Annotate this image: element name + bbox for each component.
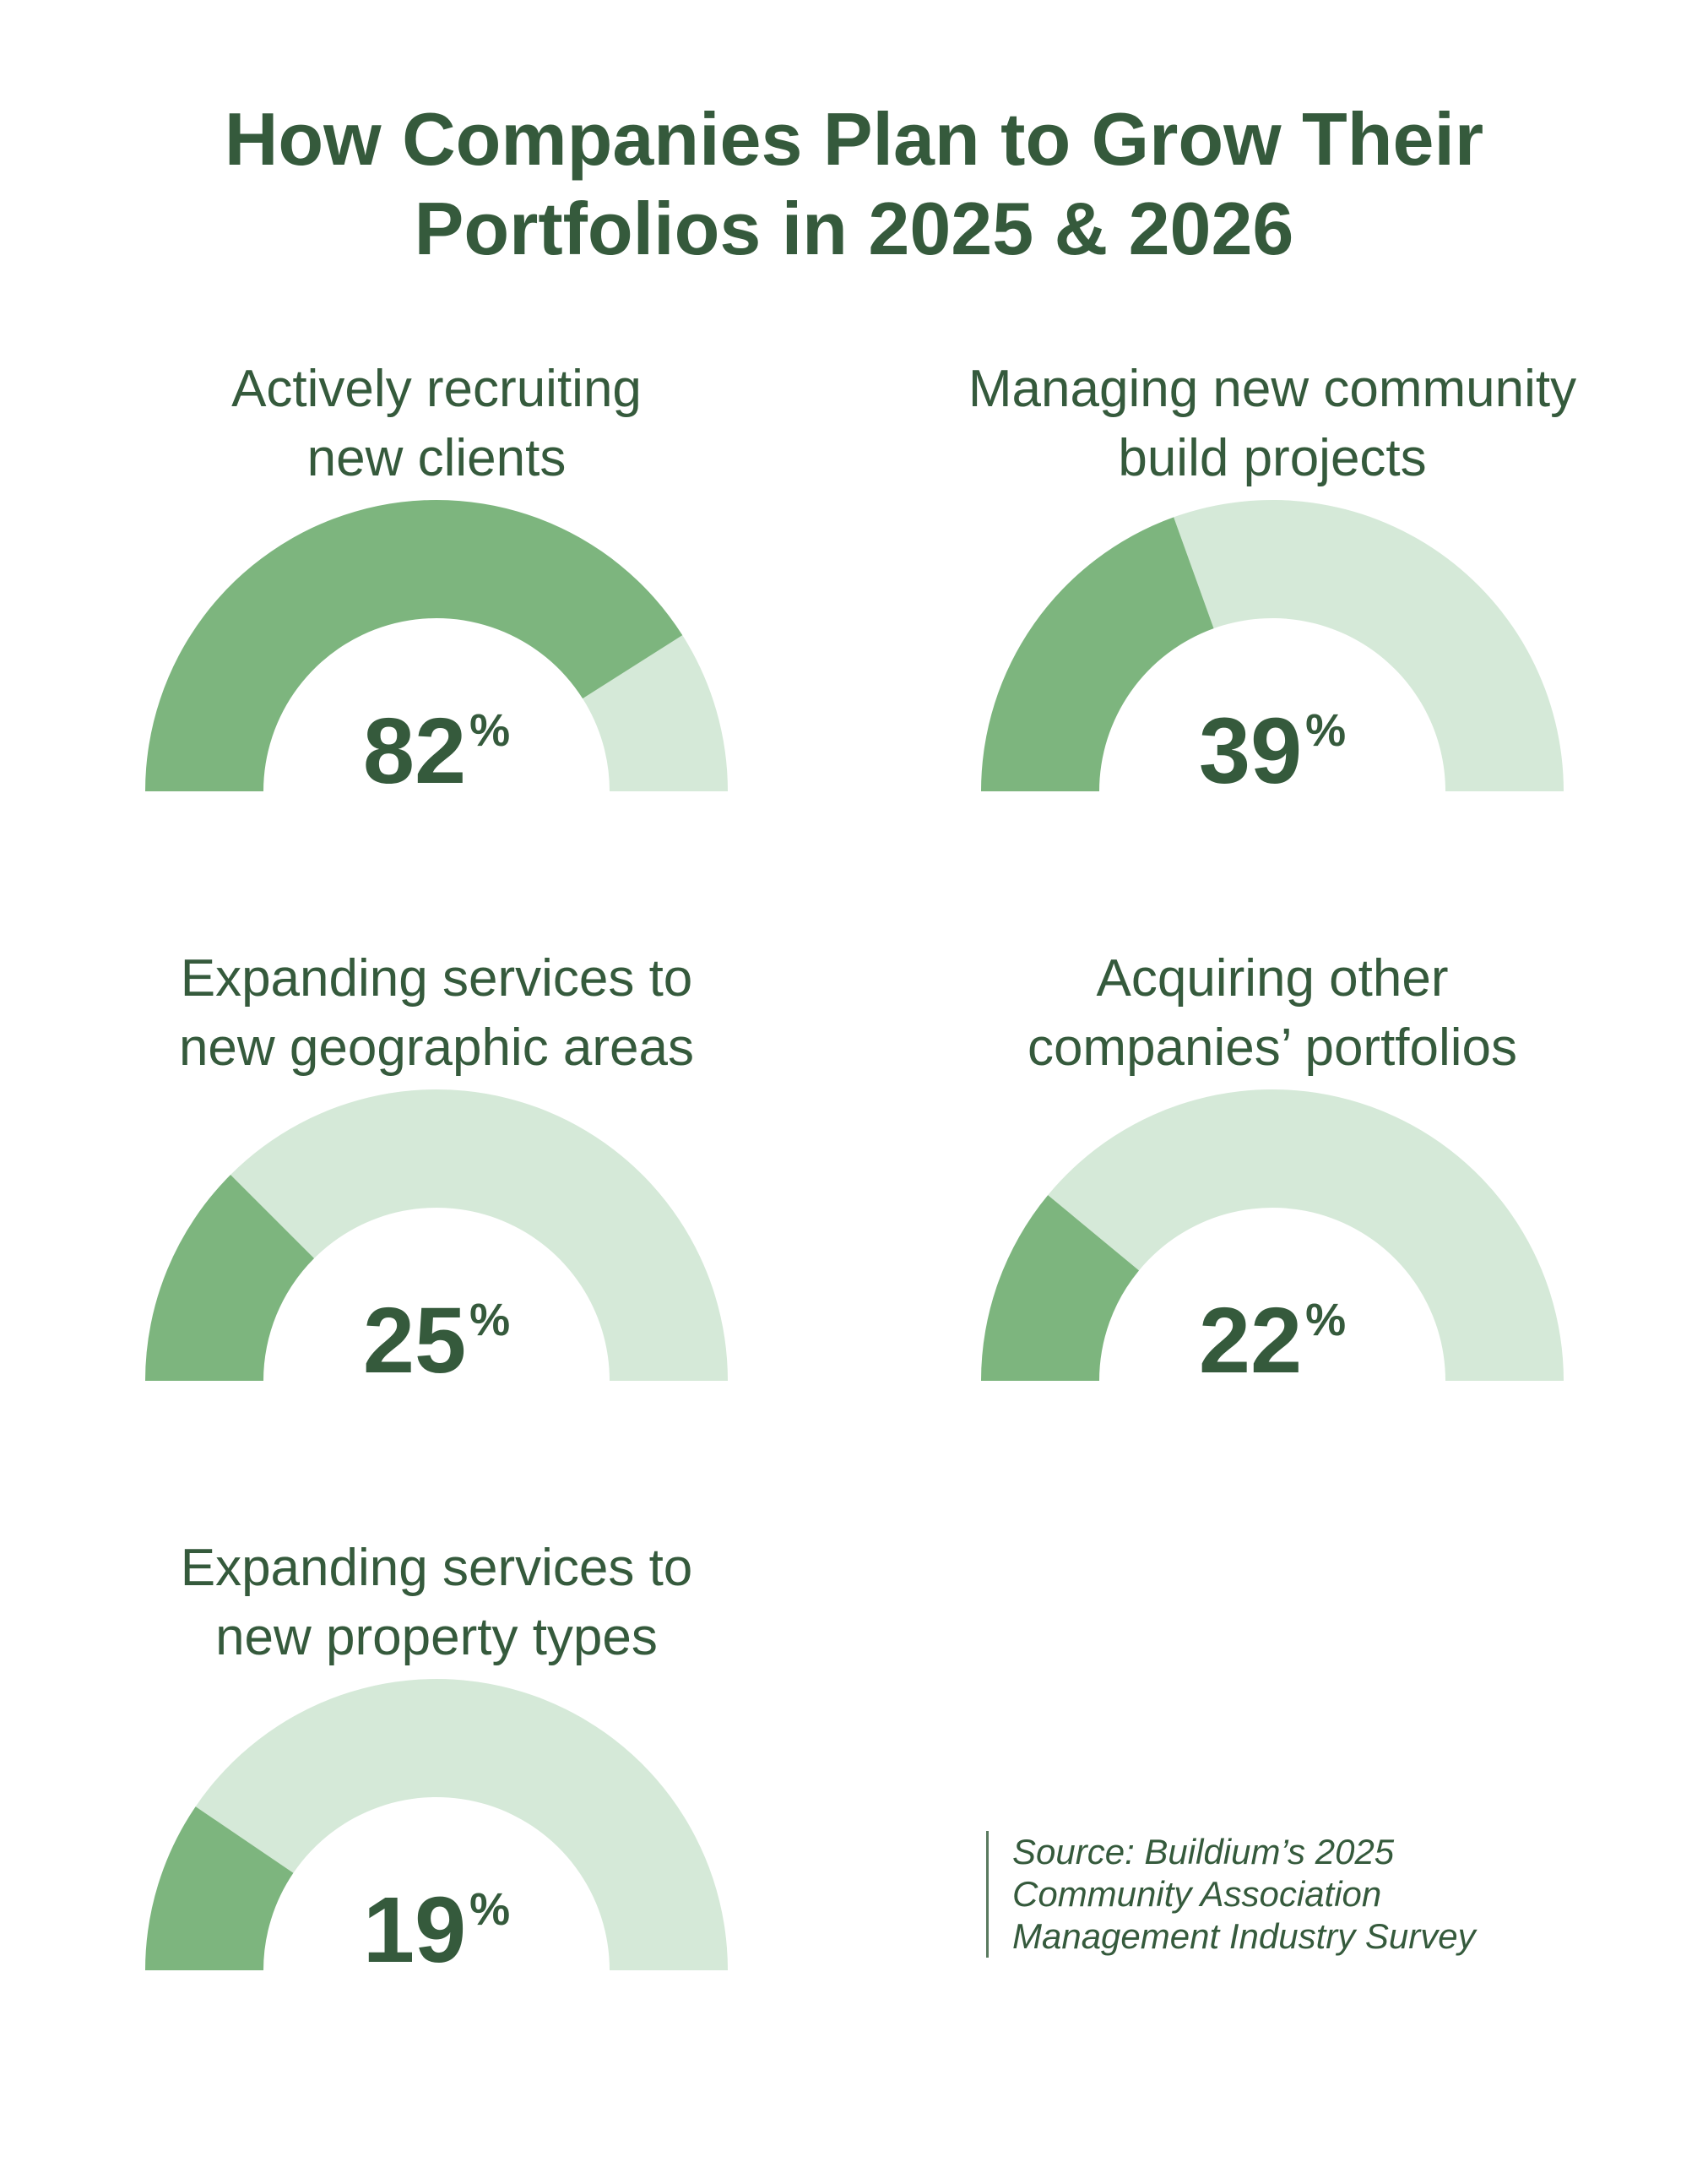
gauge-arc-chart — [981, 500, 1564, 791]
gauge-label-line1: Managing new community — [968, 360, 1577, 418]
gauge-value: 22% — [909, 1290, 1635, 1392]
gauge-label-line2: new clients — [306, 429, 567, 487]
gauge-label-line1: Actively recruiting — [231, 360, 642, 418]
gauge-value: 82% — [73, 701, 800, 802]
gauge-label-line2: new geographic areas — [178, 1019, 695, 1077]
gauge-expanding-property-types: Expanding services to new property types… — [73, 1534, 800, 2057]
gauge-value-percent-sign: % — [469, 1295, 511, 1345]
gauge-value-number: 22 — [1198, 1289, 1303, 1393]
gauge-label-line2: build projects — [1118, 429, 1427, 487]
gauge-filled-arc — [981, 1195, 1140, 1381]
gauge-arc-chart — [145, 500, 728, 791]
gauge-label: Acquiring other companies’ portfolios — [909, 944, 1635, 1083]
gauge-acquiring-portfolios: Acquiring other companies’ portfolios 22… — [909, 944, 1635, 1468]
gauge-expanding-geographic: Expanding services to new geographic are… — [73, 944, 800, 1468]
gauge-remaining-arc — [583, 635, 728, 791]
gauge-value: 19% — [73, 1880, 800, 1981]
gauge-filled-arc — [145, 1806, 294, 1970]
source-line2: Community Association — [1012, 1874, 1382, 1914]
gauge-remaining-arc — [230, 1089, 728, 1381]
gauge-value-percent-sign: % — [1305, 705, 1347, 756]
gauge-remaining-arc — [1174, 500, 1564, 791]
gauge-remaining-arc — [1048, 1089, 1564, 1381]
gauge-label: Managing new community build projects — [909, 355, 1635, 493]
source-line3: Management Industry Survey — [1012, 1916, 1476, 1956]
gauge-value-number: 19 — [362, 1878, 467, 1982]
gauge-value-percent-sign: % — [469, 1884, 511, 1935]
gauge-label: Expanding services to new property types — [73, 1534, 800, 1672]
gauge-label-line1: Expanding services to — [180, 949, 693, 1008]
gauge-value-number: 25 — [362, 1289, 467, 1393]
gauge-filled-arc — [981, 517, 1214, 791]
gauge-label: Actively recruiting new clients — [73, 355, 800, 493]
gauge-label-line2: companies’ portfolios — [1027, 1019, 1518, 1077]
source-note: Source: Buildium’s 2025 Community Associ… — [986, 1831, 1603, 1958]
gauge-label-line2: new property types — [215, 1608, 658, 1666]
gauge-arc-chart — [145, 1679, 728, 1970]
gauge-filled-arc — [145, 1175, 315, 1381]
source-line1: Source: Buildium’s 2025 — [1012, 1832, 1395, 1871]
gauge-value-percent-sign: % — [469, 705, 511, 756]
gauge-value: 25% — [73, 1290, 800, 1392]
chart-title-line2: Portfolios in 2025 & 2026 — [414, 187, 1294, 270]
gauge-value-number: 39 — [1198, 699, 1303, 803]
gauge-managing-new-builds: Managing new community build projects 39… — [909, 355, 1635, 878]
gauge-remaining-arc — [195, 1679, 728, 1970]
gauge-value-number: 82 — [362, 699, 467, 803]
gauge-value-percent-sign: % — [1305, 1295, 1347, 1345]
chart-title: How Companies Plan to Grow Their Portfol… — [0, 95, 1708, 274]
gauge-actively-recruiting: Actively recruiting new clients 82% — [73, 355, 800, 878]
chart-title-line1: How Companies Plan to Grow Their — [224, 97, 1484, 181]
gauge-filled-arc — [145, 500, 683, 791]
gauge-label: Expanding services to new geographic are… — [73, 944, 800, 1083]
gauge-label-line1: Acquiring other — [1096, 949, 1449, 1008]
gauge-label-line1: Expanding services to — [180, 1539, 693, 1597]
gauge-value: 39% — [909, 701, 1635, 802]
gauge-arc-chart — [145, 1089, 728, 1381]
gauge-arc-chart — [981, 1089, 1564, 1381]
